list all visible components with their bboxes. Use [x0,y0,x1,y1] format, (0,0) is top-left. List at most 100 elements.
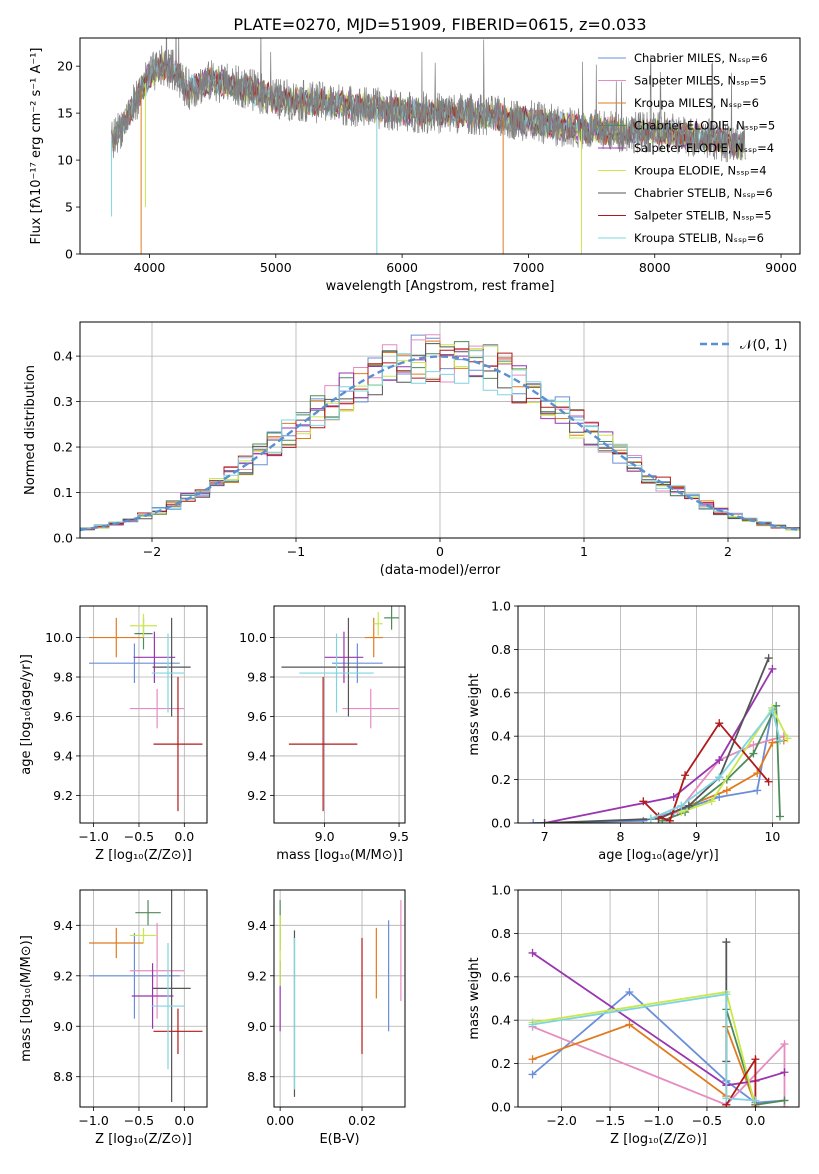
x-tick-label: −2.0 [546,1113,576,1128]
error-point [89,927,144,959]
x-tick-label: −0.5 [692,1113,722,1128]
legend: 𝒩(0, 1) [700,338,787,353]
legend-entry: Salpeter STELIB, Nₛₛₚ=5 [634,209,772,223]
y-tick-label: 9.4 [53,918,73,933]
weight-marker [681,771,690,780]
marks [89,613,203,812]
y-tick-label: 9.2 [53,968,73,983]
x-tick-label: 9 [692,829,700,844]
x-tick-label: 0.02 [348,1113,376,1128]
legend-entry: Kroupa STELIB, Nₛₛₚ=6 [634,231,764,245]
weight-series-line [532,990,757,1107]
legend-entry: Kroupa MILES, Nₛₛₚ=6 [634,96,759,110]
x-tick-label: −1.0 [643,1113,673,1128]
y-axis-label: mass weight [467,673,482,755]
error-point [152,890,191,1102]
weight-marker [529,819,538,823]
x-tick-label: 0.0 [174,1113,194,1128]
x-tick-label: 7000 [513,260,545,275]
x-tick-label: 4000 [134,260,166,275]
y-tick-label: 0.3 [53,394,73,409]
error-point [324,631,364,683]
observed-spectrum-line [111,38,746,163]
error-point [89,932,180,1019]
y-axis-label: Flux [fλ10⁻¹⁷ erg cm⁻² s⁻¹ A⁻¹] [29,48,44,245]
panel-mass-vs-z: −1.0 −0.5 0.0 8.8 9.0 9.2 9.4 Z [log₁₀(Z/Z⊙)] ma… [19,889,208,1147]
weight-marker [625,987,634,996]
weight-series-line [680,706,789,813]
y-tick-label: 0.2 [491,1056,511,1071]
marks [80,334,800,532]
weight-marker [715,756,724,765]
weight-series-line [642,721,770,822]
error-point [373,611,383,636]
y-tick-label: 9.0 [53,1019,73,1034]
y-axis-label: age [log₁₀(age/yr)] [19,654,34,775]
x-axis-label: (data-model)/error [380,563,501,578]
y-tick-label: 9.0 [247,1019,267,1034]
y-tick-label: 1.0 [491,883,511,898]
legend-entry: Chabrier MILES, Nₛₛₚ=6 [634,51,768,65]
error-point [129,613,158,638]
y-tick-label: 0.4 [53,349,73,364]
y-tick-label: 0.4 [491,1013,511,1028]
legend-entry: Chabrier ELODIE, Nₛₛₚ=5 [634,119,775,133]
x-tick-label: 9.0 [315,829,335,844]
y-tick-label: 15 [57,106,73,121]
plot-area [80,890,207,1107]
error-point [288,677,358,812]
legend-entry: Salpeter MILES, Nₛₛₚ=5 [634,74,767,88]
error-point [131,963,174,1029]
panel-age-vs-mass: 9.0 9.5 9.2 9.4 9.6 9.8 10.0 mass [log₁₀(M/M⊙)] [239,605,409,863]
x-tick-label: 0.0 [174,829,194,844]
x-tick-label: 9000 [765,260,797,275]
axes-frame [517,605,800,824]
weight-marker [677,801,686,810]
panel-weight-vs-z: −2.0 −1.5 −1.0 −0.5 0.0 0.0 0.2 0.4 0.6 0.8 1.0 Z [… [467,883,800,1147]
y-tick-label: 10.0 [239,630,267,645]
plot-area [274,890,405,1107]
y-tick-label: 8.8 [247,1069,267,1084]
x-axis-label: wavelength [Angstrom, rest frame] [326,279,555,294]
x-tick-label: −1.5 [595,1113,625,1128]
weight-marker [715,773,724,782]
error-point [281,617,405,717]
x-tick-label: 10 [764,829,780,844]
y-tick-label: 9.6 [53,709,73,724]
marks [528,938,789,1107]
weight-marker [684,801,693,810]
x-axis-label: Z [log₁₀(Z/Z⊙)] [95,848,192,863]
weight-marker [764,654,773,663]
weight-marker [768,738,777,747]
axes-frame [273,605,406,824]
y-tick-label: 5 [65,200,73,215]
error-point [151,633,185,713]
x-tick-label: −0.5 [124,1113,154,1128]
axes-frame [79,37,801,255]
panel-weight-vs-age: 7 8 9 10 0.0 0.2 0.4 0.6 0.8 1.0 age [log₁₀(age/yr… [467,599,800,863]
weight-series-line [532,1023,757,1106]
y-tick-label: 0.0 [53,531,73,546]
weight-marker [722,786,731,795]
axes-frame [517,889,800,1108]
residual-histogram [80,348,800,531]
y-axis-label: Normed distribution [23,365,38,495]
spectrum-title: PLATE=0270, MJD=51909, FIBERID=0615, z=0… [233,15,646,34]
x-tick-label: 0.00 [266,1113,294,1128]
weight-marker [780,1040,789,1049]
weight-marker [753,786,762,795]
weight-marker [768,664,777,673]
x-tick-label: 9.5 [389,829,409,844]
axes-frame [79,605,208,824]
y-tick-label: 0.4 [491,729,511,744]
weight-marker [749,749,758,758]
y-axis-label: mass weight [467,957,482,1039]
axes-frame [79,889,208,1108]
legend: Chabrier MILES, Nₛₛₚ=6 Salpeter MILES, Nₛ… [598,51,775,245]
error-point [342,688,400,729]
weight-marker [528,948,537,957]
weight-marker [776,736,785,745]
x-tick-label: 7 [541,829,549,844]
y-tick-label: 0.0 [491,816,511,831]
marks [89,890,203,1102]
